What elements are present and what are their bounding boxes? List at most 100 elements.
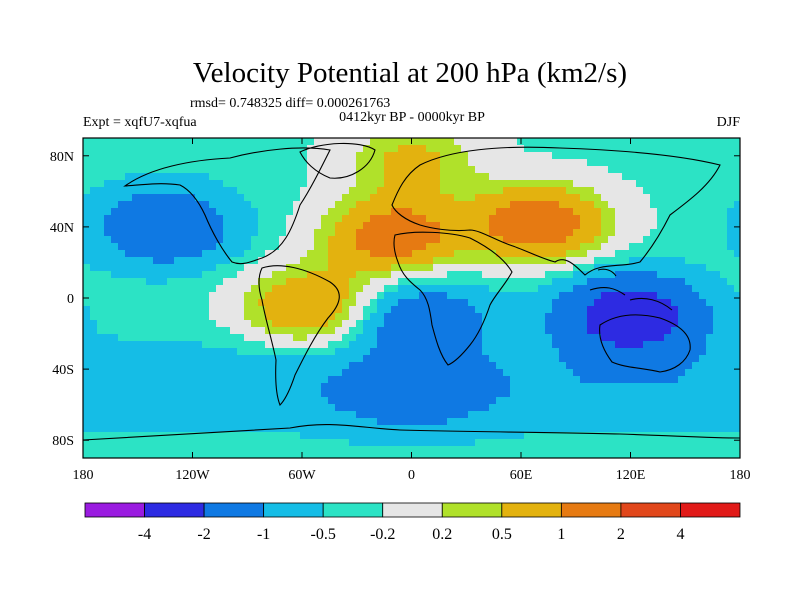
field-cell <box>139 215 147 223</box>
field-cell <box>286 397 294 405</box>
field-cell <box>342 341 350 349</box>
field-cell <box>426 159 434 167</box>
field-cell <box>664 418 672 426</box>
field-cell <box>692 425 700 433</box>
coastline-australia <box>599 314 691 373</box>
field-cell <box>244 236 252 244</box>
field-cell <box>447 453 455 458</box>
field-cell <box>713 341 721 349</box>
field-cell <box>559 306 567 314</box>
field-cell <box>440 439 448 447</box>
field-cell <box>405 250 413 258</box>
field-cell <box>496 173 504 181</box>
field-cell <box>405 264 413 272</box>
field-cell <box>496 292 504 300</box>
field-cell <box>510 355 518 363</box>
field-cell <box>713 355 721 363</box>
field-cell <box>685 152 693 160</box>
field-cell <box>83 355 91 363</box>
field-cell <box>377 278 385 286</box>
field-cell <box>706 453 714 458</box>
field-cell <box>153 173 161 181</box>
field-cell <box>384 229 392 237</box>
field-cell <box>657 425 665 433</box>
field-cell <box>279 222 287 230</box>
field-cell <box>475 313 483 321</box>
field-cell <box>104 341 112 349</box>
field-cell <box>356 306 364 314</box>
field-cell <box>559 320 567 328</box>
field-cell <box>608 397 616 405</box>
field-cell <box>706 383 714 391</box>
field-cell <box>83 299 91 307</box>
field-cell <box>622 411 630 419</box>
field-cell <box>622 194 630 202</box>
field-cell <box>342 446 350 454</box>
field-cell <box>398 229 406 237</box>
field-cell <box>356 390 364 398</box>
field-cell <box>118 369 126 377</box>
field-cell <box>510 383 518 391</box>
field-cell <box>279 362 287 370</box>
field-cell <box>475 278 483 286</box>
field-cell <box>230 145 238 153</box>
field-cell <box>377 446 385 454</box>
field-cell <box>279 369 287 377</box>
field-cell <box>699 222 707 230</box>
field-cell <box>398 404 406 412</box>
field-cell <box>104 271 112 279</box>
field-cell <box>412 264 420 272</box>
field-cell <box>188 390 196 398</box>
field-cell <box>391 173 399 181</box>
field-cell <box>146 418 154 426</box>
field-cell <box>244 201 252 209</box>
field-cell <box>629 201 637 209</box>
x-tick-label: 120E <box>616 468 646 483</box>
field-cell <box>657 348 665 356</box>
field-cell <box>734 453 740 458</box>
field-cell <box>90 383 98 391</box>
field-cell <box>300 250 308 258</box>
field-cell <box>265 250 273 258</box>
field-cell <box>349 320 357 328</box>
field-cell <box>258 236 266 244</box>
field-cell <box>657 264 665 272</box>
field-cell <box>678 243 686 251</box>
field-cell <box>622 313 630 321</box>
field-cell <box>699 208 707 216</box>
field-cell <box>475 446 483 454</box>
field-cell <box>321 152 329 160</box>
field-cell <box>153 159 161 167</box>
field-cell <box>384 173 392 181</box>
field-cell <box>461 180 469 188</box>
field-cell <box>230 348 238 356</box>
field-cell <box>286 453 294 458</box>
field-cell <box>468 229 476 237</box>
field-cell <box>132 159 140 167</box>
field-cell <box>678 341 686 349</box>
field-cell <box>552 278 560 286</box>
field-cell <box>153 334 161 342</box>
field-cell <box>307 327 315 335</box>
field-cell <box>664 390 672 398</box>
field-cell <box>706 348 714 356</box>
field-cell <box>510 390 518 398</box>
field-cell <box>209 341 217 349</box>
field-cell <box>503 362 511 370</box>
field-cell <box>538 180 546 188</box>
field-cell <box>552 229 560 237</box>
field-cell <box>195 145 203 153</box>
field-cell <box>580 201 588 209</box>
field-cell <box>405 306 413 314</box>
field-cell <box>293 411 301 419</box>
field-cell <box>566 327 574 335</box>
field-cell <box>671 180 679 188</box>
field-cell <box>468 208 476 216</box>
field-cell <box>132 369 140 377</box>
field-cell <box>468 215 476 223</box>
field-cell <box>237 453 245 458</box>
field-cell <box>622 152 630 160</box>
field-cell <box>202 355 210 363</box>
field-cell <box>307 236 315 244</box>
field-cell <box>265 236 273 244</box>
